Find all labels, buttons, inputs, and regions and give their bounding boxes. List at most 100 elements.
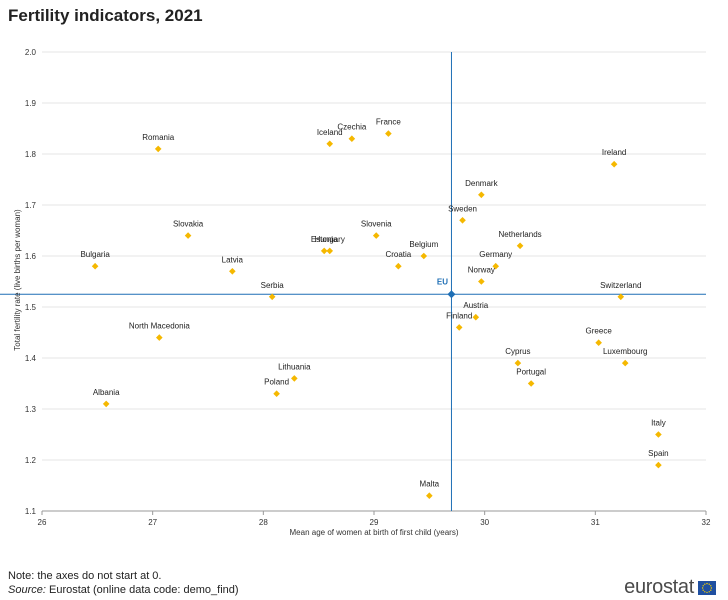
eu-label: EU (437, 277, 448, 286)
data-point (516, 242, 524, 250)
point-label: Lithuania (278, 362, 311, 371)
point-label: France (376, 118, 401, 127)
y-tick-label: 1.1 (25, 507, 37, 516)
point-label: Albania (93, 388, 120, 397)
data-point (527, 380, 535, 387)
data-point (102, 400, 110, 408)
data-point (655, 461, 662, 469)
data-point (610, 160, 618, 168)
point-label: Romania (142, 133, 175, 142)
data-point (621, 359, 629, 367)
data-point (291, 375, 298, 382)
data-point (420, 252, 428, 260)
point-label: Poland (264, 378, 289, 387)
point-label: Switzerland (600, 281, 641, 290)
axis-note: Note: the axes do not start at 0. (8, 570, 162, 582)
axis-ticks: 1.1 1.2 1.3 1.4 1.5 1.6 1.7 1.8 1.9 2.0 26 27 28 29 30… (25, 48, 711, 527)
x-tick-label: 27 (148, 518, 157, 527)
point-label: Finland (446, 311, 472, 320)
point-label: Bulgaria (80, 250, 110, 259)
point-label: Austria (463, 301, 488, 310)
y-tick-label: 1.8 (25, 150, 37, 159)
y-axis-label: Total fertility rate (live births per wo… (13, 209, 22, 351)
eurostat-logo: eurostat (624, 576, 716, 599)
y-tick-label: 1.4 (25, 354, 37, 363)
data-point (514, 359, 522, 367)
data-point (455, 324, 463, 331)
y-tick-label: 1.5 (25, 303, 37, 312)
point-label: Cyprus (505, 347, 530, 356)
point-label: Serbia (261, 281, 285, 290)
data-point (91, 262, 99, 270)
point-label: Portugal (516, 368, 546, 377)
x-tick-label: 30 (480, 518, 489, 527)
y-tick-label: 1.2 (25, 456, 37, 465)
point-label: Netherlands (499, 230, 542, 239)
data-point (459, 217, 466, 224)
y-tick-label: 1.7 (25, 201, 37, 210)
x-axis-label: Mean age of women at birth of first chil… (290, 528, 459, 537)
point-label: Hungary (315, 235, 345, 244)
point-label: Italy (651, 419, 666, 428)
data-point (492, 262, 500, 270)
point-label: Norway (468, 266, 495, 275)
data-point (372, 232, 380, 239)
point-label: Ireland (602, 148, 626, 157)
data-point (478, 191, 485, 199)
data-point (395, 262, 402, 270)
source-note: Source: Eurostat (online data code: demo… (8, 584, 239, 596)
data-point (348, 135, 356, 142)
x-tick-label: 26 (38, 518, 47, 527)
data-point (326, 140, 334, 148)
eu-point (447, 290, 456, 299)
y-tick-label: 2.0 (25, 48, 37, 57)
data-point (478, 278, 485, 285)
x-tick-label: 32 (702, 518, 711, 527)
point-label: Czechia (337, 123, 366, 132)
data-point (154, 145, 162, 153)
point-label: Greece (586, 327, 613, 336)
y-tick-label: 1.9 (25, 99, 37, 108)
y-tick-label: 1.3 (25, 405, 37, 414)
gridlines (42, 51, 706, 461)
point-label: Estonia (311, 235, 338, 244)
data-point (426, 492, 433, 499)
point-label: Croatia (385, 250, 411, 259)
data-point (385, 130, 392, 137)
data-point (268, 293, 276, 301)
source-label: Source: (8, 584, 46, 596)
point-label: Denmark (465, 179, 498, 188)
x-tick-label: 28 (259, 518, 268, 527)
point-label: Slovenia (361, 220, 392, 229)
point-label: Spain (648, 449, 668, 458)
point-label: Malta (420, 480, 440, 489)
data-point (273, 390, 280, 397)
data-point (595, 339, 602, 346)
point-label: Germany (479, 250, 512, 259)
data-point (326, 247, 334, 255)
point-label: Luxembourg (603, 347, 647, 356)
scatter-chart: 1.1 1.2 1.3 1.4 1.5 1.6 1.7 1.8 1.9 2.0 26 27 28 29 30… (0, 48, 711, 537)
data-point (229, 268, 236, 275)
data-point (184, 232, 192, 239)
y-tick-label: 1.6 (25, 252, 37, 261)
point-label: Belgium (409, 240, 438, 249)
chart-title: Fertility indicators, 2021 (8, 6, 203, 25)
point-label: Latvia (222, 255, 244, 264)
x-tick-label: 29 (370, 518, 379, 527)
point-label: North Macedonia (129, 322, 190, 331)
data-point (617, 293, 625, 301)
point-label: Iceland (317, 128, 343, 137)
point-label: Slovakia (173, 220, 204, 229)
point-label: Sweden (448, 204, 477, 213)
source-text: Eurostat (online data code: demo_find) (48, 584, 239, 596)
eu-flag-icon (698, 580, 716, 595)
data-point (156, 334, 163, 341)
x-tick-label: 31 (591, 518, 600, 527)
logo-text: eurostat (624, 576, 694, 598)
data-point (655, 431, 662, 438)
data-point (472, 313, 480, 321)
eu-reference: EU (0, 52, 706, 511)
data-point (320, 247, 328, 255)
